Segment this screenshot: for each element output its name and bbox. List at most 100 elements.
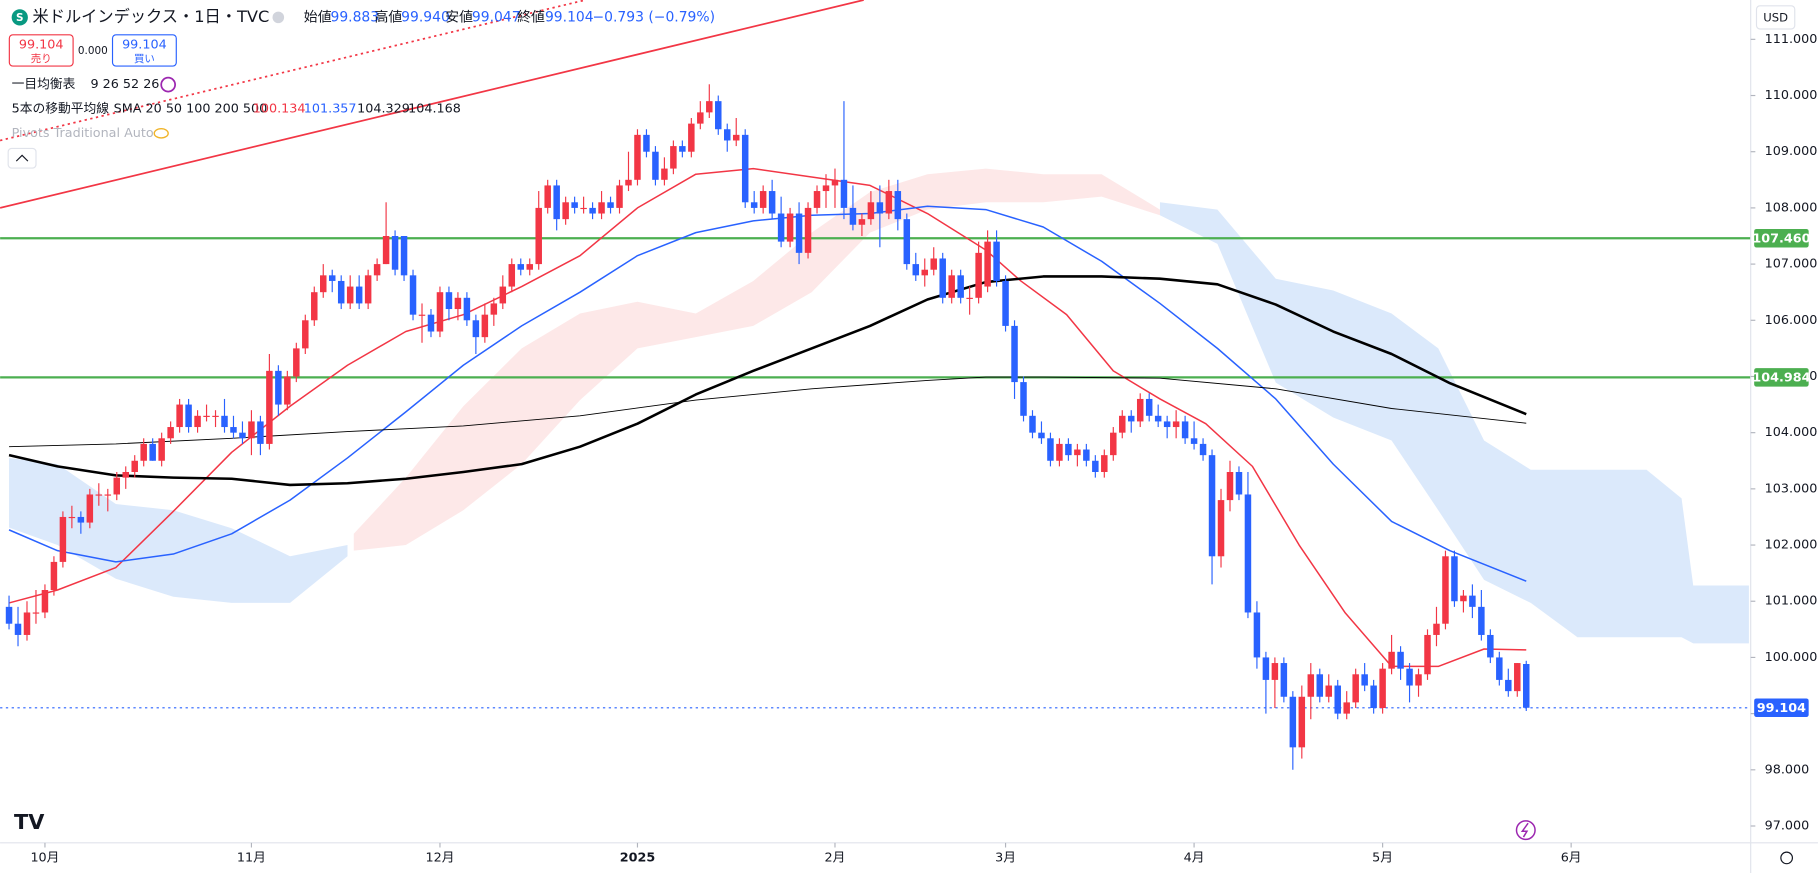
candle-body: [427, 314, 435, 332]
buy-label: 買い: [134, 53, 155, 65]
y-tick-label: 102.000: [1765, 538, 1818, 553]
sma-value: 101.357: [304, 101, 357, 116]
candle-body: [41, 589, 49, 613]
candle-body: [1298, 696, 1306, 748]
currency-button[interactable]: [1755, 5, 1796, 30]
indicator-name[interactable]: 一目均衡表: [12, 77, 76, 92]
candle-body: [1074, 449, 1081, 456]
candle-body: [1217, 500, 1225, 557]
candle-body: [616, 185, 623, 208]
candle-body: [706, 101, 713, 113]
x-tick-label: 6月: [1561, 850, 1582, 865]
sell-label: 売り: [31, 52, 52, 65]
symbol-icon-letter: S: [16, 12, 24, 24]
price-label: 104.984: [1752, 370, 1810, 385]
candle-body: [1280, 663, 1288, 697]
buy-button[interactable]: [111, 34, 177, 67]
candle-body: [1424, 634, 1431, 675]
candle-body: [562, 202, 569, 220]
candle-body: [104, 494, 112, 496]
price-label: 107.460: [1752, 231, 1810, 246]
candle-body: [122, 471, 129, 478]
candle-body: [1038, 432, 1045, 439]
candle-body: [1083, 449, 1090, 461]
indicator-name[interactable]: Pivots Traditional Auto: [12, 126, 154, 141]
candle-body: [768, 191, 776, 214]
candle-body: [571, 202, 578, 208]
candle-body: [732, 134, 740, 141]
ohlc-label: 高値: [375, 8, 403, 25]
candle-body: [194, 415, 201, 428]
candle-body: [1029, 415, 1036, 433]
candle-body: [1110, 432, 1117, 456]
candle-body: [688, 123, 695, 152]
settings-icon[interactable]: [1780, 851, 1794, 865]
candle-body: [400, 235, 408, 276]
candle-body: [373, 264, 381, 276]
candle-body: [840, 179, 848, 208]
candle-body: [355, 286, 363, 304]
y-tick-label: 100.000: [1765, 650, 1818, 665]
x-tick-label: 4月: [1184, 850, 1205, 865]
ichimoku-cloud: [353, 168, 1160, 551]
event-icon[interactable]: [1515, 820, 1536, 841]
collapse-button[interactable]: [7, 147, 37, 169]
candle-body: [993, 241, 1000, 281]
candle-body: [1020, 382, 1027, 416]
candle-body: [984, 241, 991, 287]
candle-body: [1262, 657, 1270, 680]
candle-body: [176, 404, 183, 428]
sell-price: 99.104: [19, 38, 64, 53]
chart-title[interactable]: 米ドルインデックス・1日・TVC: [33, 7, 270, 26]
candle-body: [1352, 674, 1359, 703]
y-tick-label: 111.000: [1765, 32, 1818, 47]
candle-body: [113, 477, 121, 495]
candle-body: [643, 134, 650, 152]
candle-body: [921, 269, 929, 276]
candle-body: [140, 443, 147, 461]
candle-body: [939, 258, 946, 298]
ohlc-value: 99.047: [472, 9, 521, 25]
sell-button[interactable]: [8, 34, 74, 67]
ohlc-label: 安値: [445, 9, 473, 25]
candle-body: [203, 415, 210, 417]
candle-body: [158, 438, 165, 461]
candle-body: [903, 219, 911, 265]
candle-body: [1208, 455, 1216, 557]
candle-body: [1163, 421, 1171, 428]
candle-body: [23, 612, 31, 635]
change: −0.793 (−0.79%): [592, 9, 715, 25]
candle-body: [293, 348, 300, 377]
indicator-icon: [160, 76, 176, 93]
candle-body: [14, 623, 22, 635]
indicator-name[interactable]: 5本の移動平均線: [12, 100, 110, 116]
candle-body: [481, 314, 489, 338]
candle-body: [777, 213, 785, 242]
axes: 97.00098.00099.000100.000101.000102.0001…: [30, 32, 1817, 866]
candle-body: [1343, 702, 1350, 714]
candle-body: [1181, 421, 1189, 439]
candle-body: [876, 202, 884, 214]
candle-body: [948, 275, 955, 298]
indicator-params: SMA 20 50 100 200 500: [114, 101, 268, 116]
candle-body: [508, 264, 516, 287]
candle-body: [1451, 556, 1458, 602]
candle-body: [1092, 460, 1099, 472]
hidden-icon[interactable]: [153, 127, 169, 139]
candle-body: [831, 179, 839, 186]
candle-body: [1469, 595, 1476, 607]
candle-body: [553, 185, 560, 220]
candle-body: [418, 314, 426, 316]
candle-body: [221, 415, 228, 428]
candle-body: [436, 292, 444, 332]
candle-body: [1002, 280, 1009, 326]
candle-body: [1379, 668, 1386, 708]
x-tick-label: 10月: [30, 850, 59, 865]
candle-body: [311, 292, 318, 321]
candle-body: [472, 320, 480, 338]
candle-body: [652, 151, 659, 180]
candle-body: [1523, 664, 1530, 708]
candle-body: [346, 286, 354, 304]
